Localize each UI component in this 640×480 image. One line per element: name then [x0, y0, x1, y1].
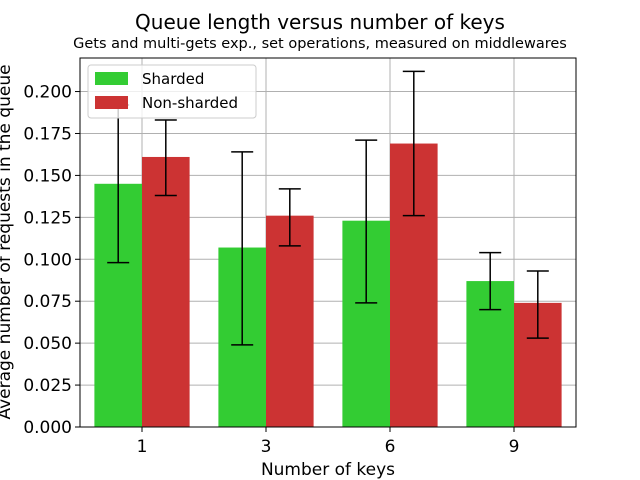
y-tick-label-3: 0.075 [23, 292, 72, 312]
x-tick-label-2: 6 [385, 437, 396, 457]
y-axis-label: Average number of requests in the queue [0, 64, 15, 419]
bars [94, 143, 562, 428]
error-bars [107, 70, 549, 346]
plot-frame [79, 57, 577, 428]
chart-title: Queue length versus number of keys [135, 10, 505, 34]
y-tick-label-2: 0.050 [23, 334, 72, 354]
y-tick-label-0: 0.000 [23, 418, 72, 438]
legend: Sharded Non-sharded [87, 64, 257, 119]
legend-swatch-sharded [95, 72, 128, 85]
legend-frame [87, 64, 257, 119]
x-axis-label: Number of keys [261, 460, 395, 480]
legend-label-sharded: Sharded [142, 70, 204, 88]
legend-swatch-non-sharded [95, 96, 128, 109]
chart-subtitle: Gets and multi-gets exp., set operations… [73, 36, 567, 52]
x-tick-label-1: 3 [261, 437, 272, 457]
x-tick-label-3: 9 [509, 437, 520, 457]
axis-ticks: 0.000 0.025 0.050 0.075 0.100 0.125 0.150 0.175… [23, 83, 519, 457]
x-tick-label-0: 1 [137, 437, 148, 457]
y-tick-label-4: 0.100 [23, 250, 72, 270]
y-tick-label-7: 0.175 [23, 124, 72, 144]
y-tick-label-6: 0.150 [23, 166, 72, 186]
bar-non-sharded-1 [142, 156, 190, 427]
legend-label-non-sharded: Non-sharded [142, 94, 238, 112]
y-tick-label-5: 0.125 [23, 208, 72, 228]
y-tick-label-1: 0.025 [23, 376, 72, 396]
y-tick-label-8: 0.200 [23, 83, 72, 103]
bar-non-sharded-3 [266, 215, 314, 427]
